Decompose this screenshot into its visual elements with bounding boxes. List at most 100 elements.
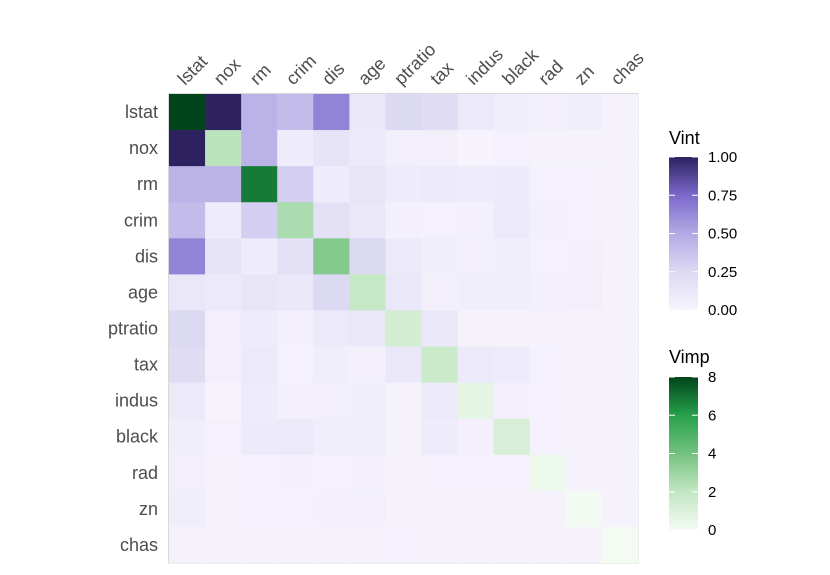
legend-tick-label-vimp: 0 xyxy=(708,522,716,539)
heatmap-cell-rad-lstat xyxy=(169,454,206,492)
column-label-nox: nox xyxy=(210,54,245,89)
heatmap-cell-lstat-age xyxy=(349,94,386,131)
heatmap-cell-black-indus xyxy=(457,418,494,456)
heatmap-cell-ptratio-ptratio xyxy=(385,310,422,347)
heatmap-cell-chas-lstat xyxy=(169,526,206,564)
heatmap-cell-zn-chas xyxy=(601,490,639,528)
heatmap-cell-rad-indus xyxy=(457,454,494,492)
heatmap-cell-chas-black xyxy=(493,526,531,564)
heatmap-cell-tax-tax xyxy=(421,346,458,383)
heatmap-cell-ptratio-lstat xyxy=(169,310,206,347)
column-label-tax: tax xyxy=(426,58,457,89)
row-label-tax: tax xyxy=(134,355,158,375)
heatmap-cell-chas-crim xyxy=(277,526,314,564)
heatmap-cell-lstat-ptratio xyxy=(385,94,422,131)
legend-tick-label-vimp: 8 xyxy=(708,369,716,386)
heatmap-cell-rm-crim xyxy=(277,166,314,203)
heatmap-cell-chas-age xyxy=(349,526,386,564)
legend-tick-label-vint: 0.75 xyxy=(708,187,737,204)
column-label-crim: crim xyxy=(282,51,320,89)
heatmap-cell-chas-indus xyxy=(457,526,494,564)
legend-tick-label-vint: 0.00 xyxy=(708,302,737,319)
heatmap-cell-tax-rad xyxy=(529,346,567,383)
heatmap-cell-nox-chas xyxy=(601,130,639,167)
heatmap-cell-nox-dis xyxy=(313,130,350,167)
heatmap-cell-nox-nox xyxy=(205,130,242,167)
heatmap-cell-black-age xyxy=(349,418,386,456)
heatmap-cell-crim-age xyxy=(349,202,386,239)
heatmap-cell-dis-tax xyxy=(421,238,458,275)
heatmap-cell-indus-zn xyxy=(565,382,603,419)
heatmap-cell-rm-rm xyxy=(241,166,278,203)
legends: Vint 1.00 0.75 0.50 0.25 0.00 Vimp 8 6 4 2 0 xyxy=(669,128,737,539)
row-label-ptratio: ptratio xyxy=(108,319,158,339)
column-label-zn: zn xyxy=(571,61,599,89)
heatmap-cell-rm-indus xyxy=(457,166,494,203)
row-label-dis: dis xyxy=(135,246,158,266)
heatmap-cell-age-age xyxy=(349,274,386,311)
heatmap-cell-rad-zn xyxy=(565,454,603,492)
heatmap-cell-black-zn xyxy=(565,418,603,456)
heatmap-cell-ptratio-rad xyxy=(529,310,567,347)
heatmap-cell-crim-crim xyxy=(277,202,314,239)
heatmap-cell-lstat-zn xyxy=(565,94,603,131)
heatmap-cell-lstat-rad xyxy=(529,94,567,131)
heatmap-cell-ptratio-nox xyxy=(205,310,242,347)
heatmap-cell-nox-tax xyxy=(421,130,458,167)
heatmap-cell-chas-tax xyxy=(421,526,458,564)
heatmap-cell-nox-indus xyxy=(457,130,494,167)
heatmap-cell-crim-zn xyxy=(565,202,603,239)
heatmap-cell-rm-dis xyxy=(313,166,350,203)
heatmap-cell-rm-tax xyxy=(421,166,458,203)
heatmap-cell-tax-dis xyxy=(313,346,350,383)
heatmap-cell-tax-chas xyxy=(601,346,639,383)
heatmap-cell-nox-age xyxy=(349,130,386,167)
heatmap-cell-rm-ptratio xyxy=(385,166,422,203)
heatmap-cell-indus-dis xyxy=(313,382,350,419)
heatmap-cell-age-dis xyxy=(313,274,350,311)
heatmap-cell-chas-nox xyxy=(205,526,242,564)
heatmap-cell-tax-nox xyxy=(205,346,242,383)
column-label-indus: indus xyxy=(462,44,507,89)
legend-tick-label-vimp: 6 xyxy=(708,407,716,424)
heatmap-cell-nox-black xyxy=(493,130,531,167)
heatmap-cell-dis-dis xyxy=(313,238,350,275)
heatmap-cell-zn-crim xyxy=(277,490,314,528)
heatmap-cell-black-rm xyxy=(241,418,278,456)
row-label-rm: rm xyxy=(137,174,158,194)
legend-title-vint: Vint xyxy=(669,128,700,148)
heatmap-cell-zn-rad xyxy=(529,490,567,528)
heatmap-cell-indus-tax xyxy=(421,382,458,419)
heatmap-cell-tax-lstat xyxy=(169,346,206,383)
row-label-age: age xyxy=(128,282,158,302)
heatmap-cell-tax-black xyxy=(493,346,531,383)
legend-tick-label-vint: 0.25 xyxy=(708,264,737,281)
heatmap-cell-dis-lstat xyxy=(169,238,206,275)
heatmap-cell-nox-rm xyxy=(241,130,278,167)
heatmap-cell-chas-rm xyxy=(241,526,278,564)
heatmap-cell-indus-ptratio xyxy=(385,382,422,419)
heatmap-cell-tax-zn xyxy=(565,346,603,383)
heatmap-cells xyxy=(169,94,639,564)
heatmap-cell-zn-black xyxy=(493,490,531,528)
heatmap-cell-zn-zn xyxy=(565,490,603,528)
heatmap-cell-rm-rad xyxy=(529,166,567,203)
heatmap-cell-rad-age xyxy=(349,454,386,492)
heatmap-cell-black-rad xyxy=(529,418,567,456)
heatmap-cell-rad-black xyxy=(493,454,531,492)
heatmap-cell-black-lstat xyxy=(169,418,206,456)
heatmap-cell-ptratio-crim xyxy=(277,310,314,347)
row-label-black: black xyxy=(116,427,159,447)
heatmap-cell-age-rm xyxy=(241,274,278,311)
heatmap-cell-zn-tax xyxy=(421,490,458,528)
heatmap-cell-zn-age xyxy=(349,490,386,528)
heatmap-cell-indus-chas xyxy=(601,382,639,419)
heatmap-cell-nox-lstat xyxy=(169,130,206,167)
heatmap-cell-lstat-dis xyxy=(313,94,350,131)
heatmap-cell-lstat-rm xyxy=(241,94,278,131)
column-label-dis: dis xyxy=(318,58,348,88)
heatmap-cell-tax-rm xyxy=(241,346,278,383)
heatmap-cell-dis-age xyxy=(349,238,386,275)
heatmap-cell-nox-zn xyxy=(565,130,603,167)
heatmap-cell-dis-zn xyxy=(565,238,603,275)
